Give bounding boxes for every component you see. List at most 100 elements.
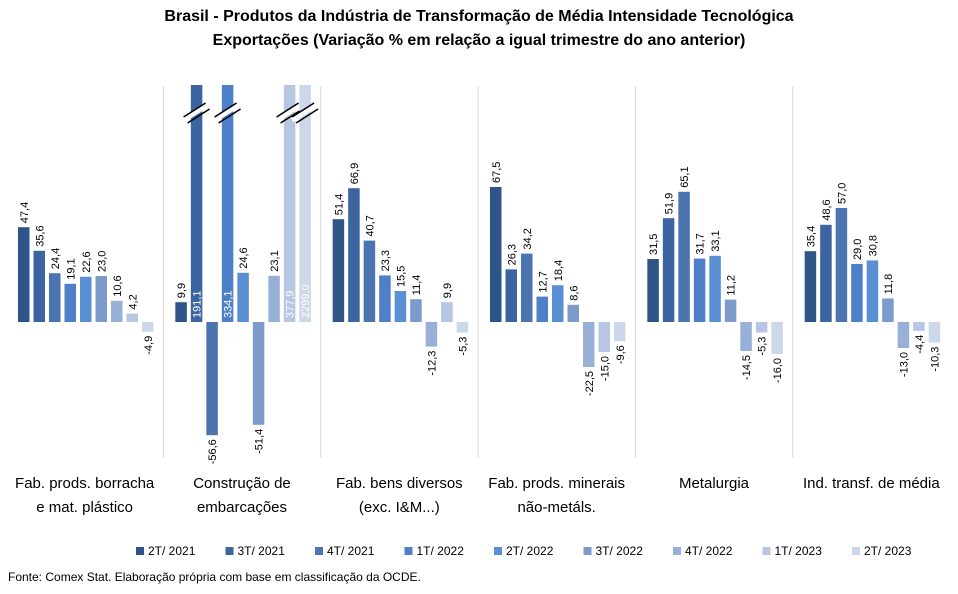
category-label: Construção de (193, 475, 291, 492)
bar (835, 208, 848, 322)
bar (332, 219, 345, 322)
axis-break-mask (290, 103, 316, 123)
bar (709, 255, 721, 322)
bar (80, 276, 92, 322)
data-label: 12,7 (537, 271, 549, 292)
bar (866, 260, 879, 322)
bar (410, 299, 422, 322)
legend-label: 3T/ 2022 (596, 544, 644, 558)
bar (490, 187, 502, 322)
bar (348, 188, 360, 322)
data-label: 23,1 (269, 250, 281, 271)
legend-swatch (315, 547, 323, 555)
bar (536, 296, 548, 322)
data-label: 23,0 (96, 251, 108, 272)
axis-break-mark (291, 102, 315, 118)
bar (394, 291, 407, 322)
data-label: 57,0 (836, 183, 848, 204)
data-label: 9,9 (176, 283, 188, 298)
bar (820, 224, 832, 322)
bar (456, 322, 469, 333)
axis-break-mask (182, 103, 207, 123)
bar (614, 322, 626, 342)
data-label: 2299,0 (300, 284, 312, 318)
legend-swatch (136, 547, 144, 555)
bar (755, 322, 768, 333)
bar (33, 250, 45, 322)
legend-swatch (225, 547, 234, 555)
data-label: 23,3 (380, 250, 392, 271)
bar (252, 322, 265, 425)
data-label: 51,9 (664, 193, 676, 214)
legend-swatch (583, 547, 592, 555)
bar (521, 253, 533, 322)
data-label: 10,6 (112, 275, 124, 296)
legend-label: 2T/ 2022 (506, 544, 554, 558)
legend-label: 2T/ 2021 (148, 544, 196, 558)
legend-label: 4T/ 2022 (685, 544, 733, 558)
data-label: 48,6 (821, 199, 833, 220)
data-label: 15,5 (395, 266, 407, 287)
data-label: 11,8 (883, 274, 895, 295)
legend-label: 1T/ 2022 (417, 544, 465, 558)
legend-swatch (852, 547, 860, 555)
bar (740, 322, 752, 351)
data-label: 66,9 (349, 163, 361, 184)
category-label: Fab. bens diversos (336, 475, 463, 492)
data-label: 18,4 (553, 260, 565, 281)
data-label: -5,3 (757, 337, 769, 356)
data-label: 34,2 (522, 228, 534, 249)
bar (647, 259, 659, 322)
bar (678, 191, 690, 322)
legend-swatch (494, 547, 502, 555)
data-label: 4,2 (127, 294, 139, 309)
bar (771, 322, 783, 354)
legend-swatch (762, 547, 771, 555)
category-label: Fab. prods. borracha (15, 475, 155, 492)
category-label: (exc. I&M...) (359, 499, 440, 516)
bar (552, 285, 564, 322)
category-label: Fab. prods. minerais (488, 475, 625, 492)
axis-break-mark (218, 108, 242, 124)
bar (283, 85, 296, 322)
bar (142, 322, 154, 332)
data-label: 35,6 (34, 225, 46, 246)
data-label: -10,3 (929, 347, 941, 372)
axis-break-mask (213, 103, 238, 123)
axis-break-mark (276, 102, 300, 118)
bar (928, 322, 941, 343)
bar (583, 322, 595, 367)
bar (913, 322, 925, 331)
data-label: -22,5 (584, 371, 596, 396)
data-label: 35,4 (805, 226, 817, 247)
legend-label: 3T/ 2021 (238, 544, 286, 558)
data-label: 11,2 (726, 275, 738, 296)
axis-break-mark (214, 102, 238, 118)
data-label: 47,4 (19, 202, 31, 223)
data-label: 377,9 (285, 290, 297, 318)
bar (111, 300, 123, 322)
data-label: -4,4 (914, 335, 926, 354)
axis-break-mark (187, 108, 211, 124)
bar (567, 304, 579, 322)
source-note: Fonte: Comex Stat. Elaboração própria co… (8, 570, 421, 584)
category-label: não-metáls. (517, 499, 595, 516)
data-label: -4,9 (143, 336, 155, 355)
bar (190, 85, 203, 322)
data-label: 24,4 (50, 248, 62, 269)
bar (505, 269, 517, 322)
data-label: -16,0 (772, 358, 784, 383)
data-label: -14,5 (741, 355, 753, 380)
data-label: -12,3 (426, 351, 438, 376)
legend-swatch (404, 547, 413, 555)
bar (64, 283, 76, 322)
data-label: 334,1 (223, 290, 235, 318)
data-label: 22,6 (81, 251, 93, 272)
bar (662, 218, 675, 322)
bar (299, 85, 311, 322)
bar (882, 298, 894, 322)
legend-swatch (673, 547, 681, 555)
data-label: -15,0 (599, 356, 611, 381)
legend-label: 1T/ 2023 (775, 544, 823, 558)
